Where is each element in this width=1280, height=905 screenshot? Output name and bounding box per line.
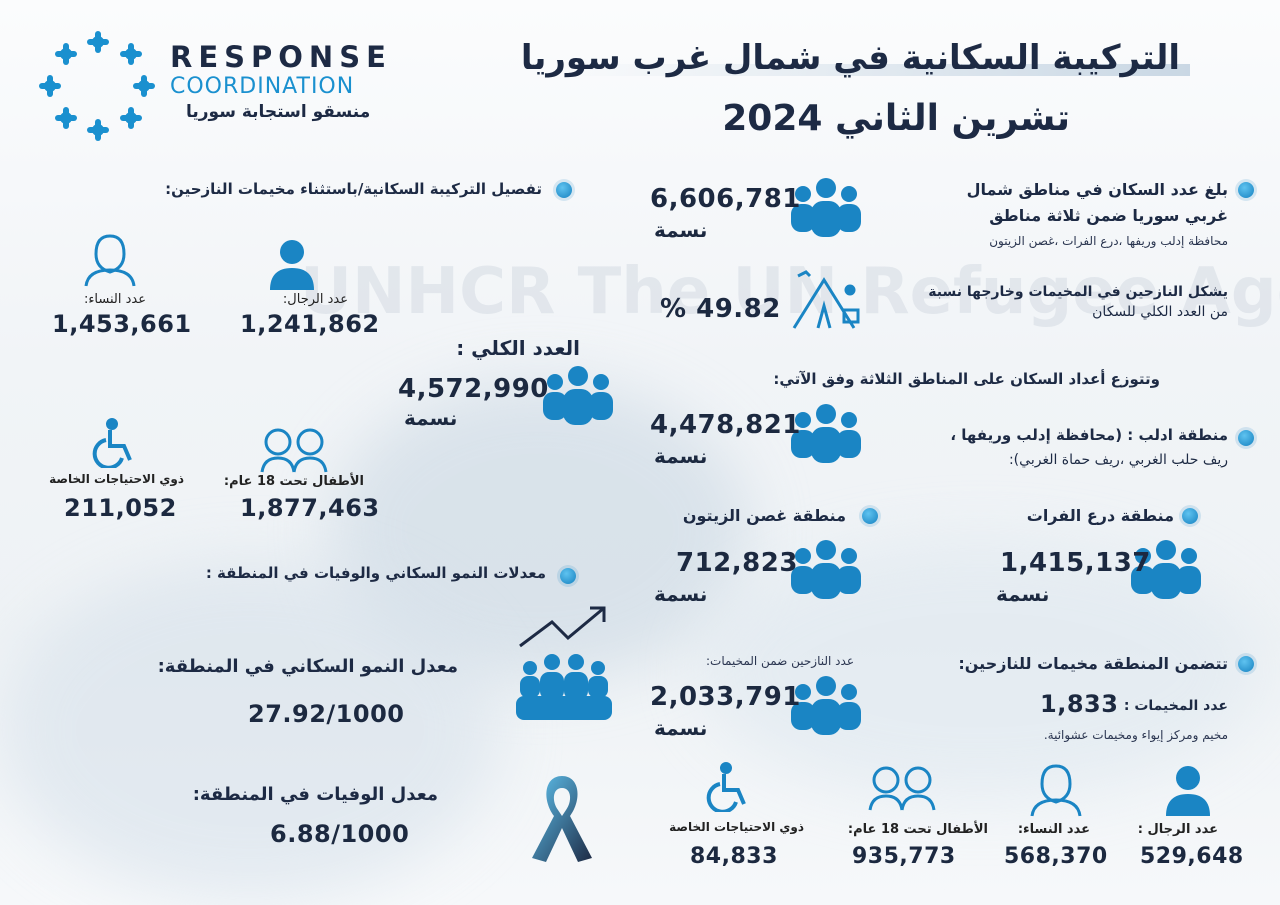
people-group-icon bbox=[788, 674, 864, 742]
camps-displaced-label: عدد النازحين ضمن المخيمات: bbox=[706, 654, 854, 668]
camp-women-label: عدد النساء: bbox=[1017, 822, 1090, 837]
left-women-label: عدد النساء: bbox=[83, 292, 146, 307]
displaced-pct-text-line1: يشكل النازحين في المخيمات وخارجها نسبة bbox=[928, 284, 1228, 300]
bullet-icon bbox=[862, 508, 878, 524]
camps-count-value: 1,833 bbox=[1040, 690, 1119, 718]
left-children-value: 1,877,463 bbox=[240, 494, 380, 522]
logo-line3: منسقو استجابة سوريا bbox=[186, 102, 371, 122]
camp-women-value: 568,370 bbox=[1004, 844, 1108, 869]
ribbon-icon bbox=[524, 770, 600, 866]
left-total-value: 4,572,990 bbox=[398, 374, 549, 404]
left-children-icon-wrap bbox=[256, 424, 332, 474]
camp-special-label: ذوي الاحتياجات الخاصة bbox=[669, 820, 804, 834]
left-woman-icon-wrap bbox=[80, 232, 140, 288]
left-wheelchair-icon-wrap bbox=[88, 418, 138, 468]
people-group-icon bbox=[788, 176, 864, 244]
bullet-icon bbox=[1238, 182, 1254, 198]
left-total-label: العدد الكلي : bbox=[456, 336, 580, 360]
olive-label: منطقة غصن الزيتون bbox=[682, 506, 846, 525]
euphrates-label: منطقة درع الفرات bbox=[1026, 506, 1174, 525]
logo-mark-icon bbox=[39, 31, 155, 141]
wheelchair-icon bbox=[706, 762, 746, 812]
growth-chart-icon bbox=[516, 600, 612, 728]
page-title: التركيبة السكانية في شمال غرب سوريا bbox=[520, 38, 1180, 78]
logo: RESPONSE COORDINATION منسقو استجابة سوري… bbox=[36, 24, 396, 154]
unit-label: نسمة bbox=[654, 444, 708, 468]
children-icon bbox=[260, 428, 328, 473]
left-men-label: عدد الرجال: bbox=[282, 292, 348, 307]
camp-men-value: 529,648 bbox=[1140, 844, 1244, 869]
left-special-value: 211,052 bbox=[64, 494, 177, 522]
title-underline-bar bbox=[560, 64, 1190, 76]
people-group-icon bbox=[788, 538, 864, 606]
total-text-line1: بلغ عدد السكان في مناطق شمال bbox=[966, 180, 1228, 199]
camps-note: مخيم ومركز إيواء ومخيمات عشوائية. bbox=[1043, 728, 1228, 742]
bullet-icon bbox=[560, 568, 576, 584]
wheelchair-icon bbox=[92, 418, 132, 468]
euphrates-value: 1,415,137 bbox=[1000, 548, 1151, 578]
left-heading: تفصيل التركيبة السكانية/باستثناء مخيمات … bbox=[165, 180, 542, 198]
left-women-value: 1,453,661 bbox=[52, 310, 192, 338]
left-men-value: 1,241,862 bbox=[240, 310, 380, 338]
bullet-icon bbox=[1182, 508, 1198, 524]
unit-label: نسمة bbox=[654, 716, 708, 740]
woman-icon bbox=[84, 234, 136, 287]
unit-label: نسمة bbox=[404, 406, 458, 430]
death-label: معدل الوفيات في المنطقة: bbox=[192, 784, 438, 805]
bullet-icon bbox=[1238, 656, 1254, 672]
man-icon bbox=[1166, 766, 1210, 816]
unit-label: نسمة bbox=[996, 582, 1050, 606]
total-text-line3: محافظة إدلب وريفها ،درع الفرات ،غصن الزي… bbox=[989, 234, 1228, 248]
camp-special-value: 84,833 bbox=[690, 844, 778, 869]
total-population-value: 6,606,781 bbox=[650, 184, 801, 214]
total-text-line2: غربي سوريا ضمن ثلاثة مناطق bbox=[989, 206, 1228, 225]
logo-line2: COORDINATION bbox=[170, 74, 355, 99]
camps-displaced-value: 2,033,791 bbox=[650, 682, 801, 712]
children-icon bbox=[868, 766, 936, 811]
camps-heading: تتضمن المنطقة مخيمات للنازحين: bbox=[958, 654, 1228, 673]
displaced-pct-text-line2: من العدد الكلي للسكان bbox=[1092, 304, 1228, 320]
bullet-icon bbox=[556, 182, 572, 198]
bullet-icon bbox=[1238, 430, 1254, 446]
unit-label: نسمة bbox=[654, 218, 708, 242]
idlib-text-line2: ريف حلب الغربي ،ريف حماة الغربي): bbox=[1008, 452, 1228, 468]
displaced-pct-value: % 49.82 bbox=[660, 294, 781, 324]
people-group-icon bbox=[788, 402, 864, 470]
idlib-value: 4,478,821 bbox=[650, 410, 801, 440]
man-icon bbox=[270, 240, 314, 290]
rates-heading: معدلات النمو السكاني والوفيات في المنطقة… bbox=[205, 564, 546, 582]
camp-children-value: 935,773 bbox=[852, 844, 956, 869]
camp-breakdown-men: عدد الرجال : 529,648 bbox=[1136, 762, 1246, 872]
logo-line1: RESPONSE bbox=[170, 40, 392, 74]
death-value: 6.88/1000 bbox=[270, 820, 410, 848]
growth-value: 27.92/1000 bbox=[248, 700, 405, 728]
watermark: UNHCR The UN Refugee Agency bbox=[300, 255, 1280, 329]
camp-men-label: عدد الرجال : bbox=[1137, 822, 1218, 837]
camp-breakdown-special: ذوي الاحتياجات الخاصة 84,833 bbox=[640, 762, 810, 872]
left-man-icon-wrap bbox=[262, 236, 322, 292]
camp-breakdown-children: الأطفال تحت 18 عام: 935,773 bbox=[826, 762, 996, 872]
page-subtitle: تشرين الثاني 2024 bbox=[722, 98, 1070, 139]
idlib-text-line1: منطقة ادلب : (محافظة إدلب وريفها ، bbox=[950, 426, 1228, 444]
growth-label: معدل النمو السكاني في المنطقة: bbox=[157, 656, 458, 677]
woman-icon bbox=[1030, 764, 1082, 817]
people-group-icon bbox=[540, 364, 616, 432]
olive-value: 712,823 bbox=[676, 548, 798, 578]
unit-label: نسمة bbox=[654, 582, 708, 606]
tent-icon bbox=[788, 266, 868, 332]
camp-breakdown-women: عدد النساء: 568,370 bbox=[996, 762, 1108, 872]
left-children-label: الأطفال تحت 18 عام: bbox=[223, 474, 364, 489]
distribution-heading: وتتوزع أعداد السكان على المناطق الثلاثة … bbox=[773, 370, 1160, 388]
camps-count-label: عدد المخيمات : bbox=[1123, 698, 1228, 714]
left-special-label: ذوي الاحتياجات الخاصة bbox=[49, 472, 184, 486]
people-group-icon bbox=[1128, 538, 1204, 606]
camp-children-label: الأطفال تحت 18 عام: bbox=[847, 822, 988, 837]
